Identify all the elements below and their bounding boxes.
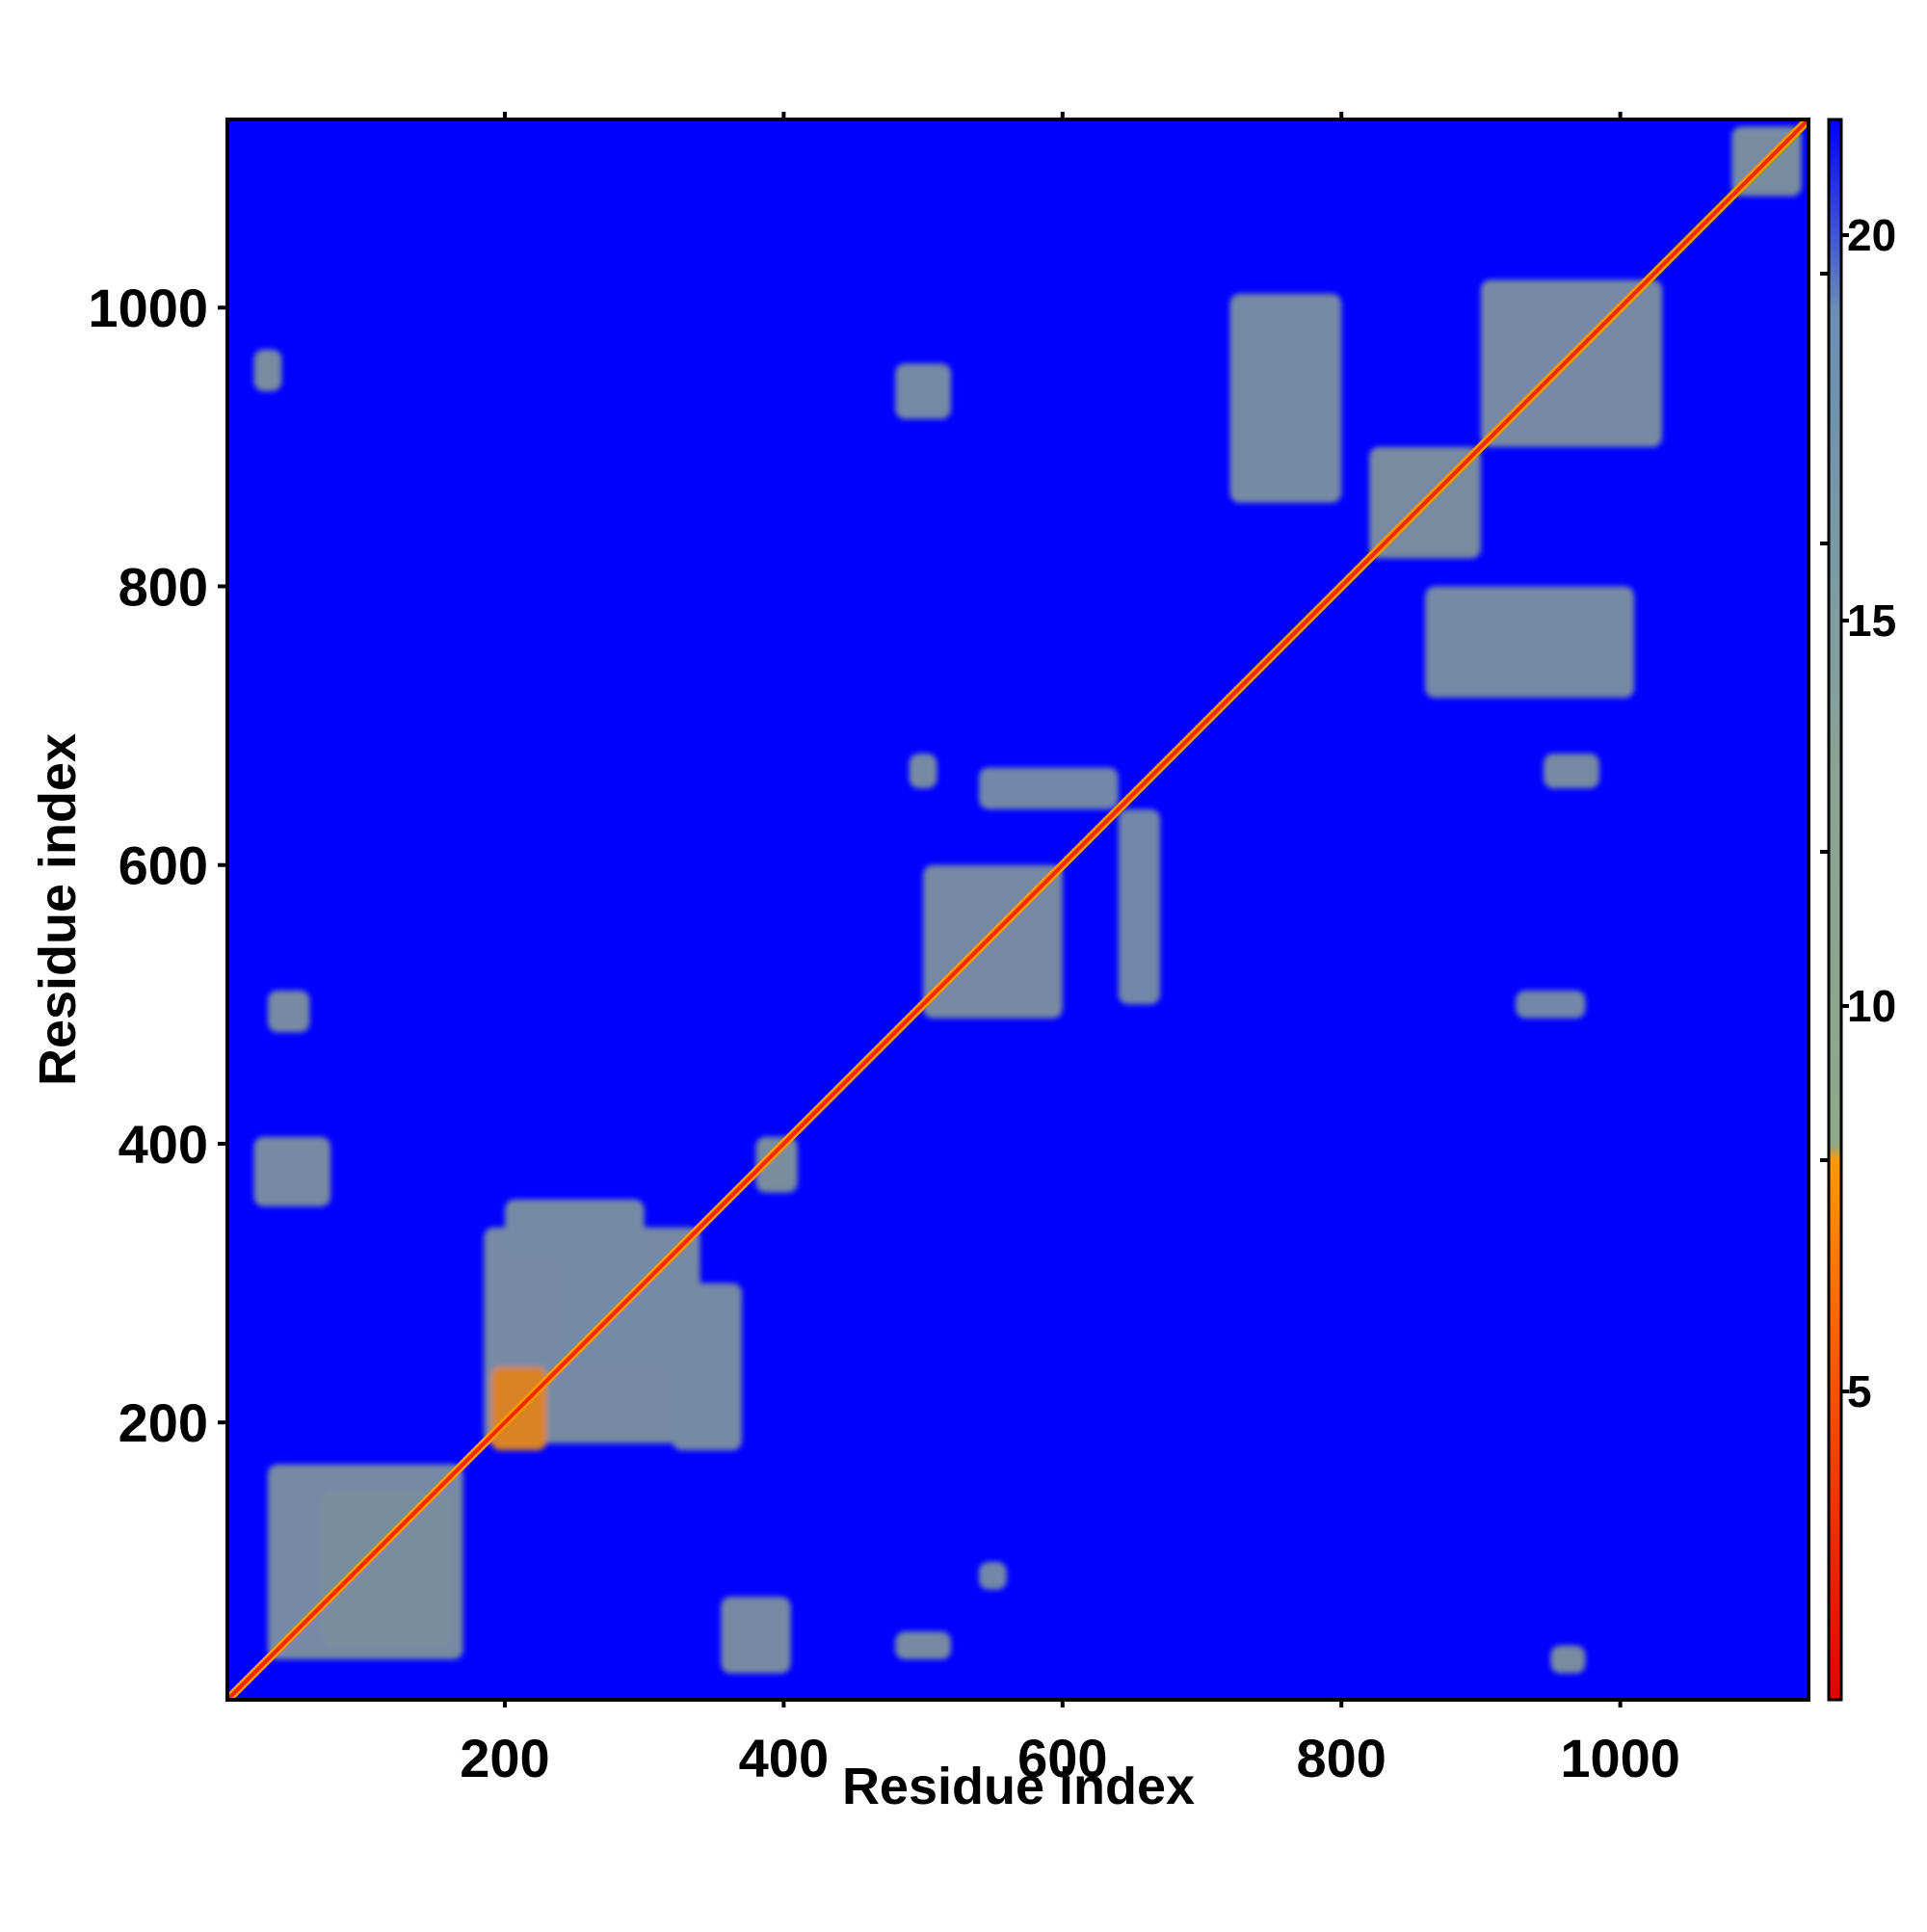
y-tick-label: 800: [119, 556, 208, 617]
colorbar-tick-label: 10: [1847, 981, 1896, 1031]
x-tick-label: 600: [1017, 1728, 1107, 1788]
colorbar-tick-label: 5: [1847, 1366, 1872, 1416]
contact-region: [1229, 293, 1342, 503]
axes: 200 400 600 800 1000 200 400 600 800 1000: [88, 112, 1810, 1788]
contact-region: [909, 754, 937, 789]
contact-region: [560, 1255, 700, 1367]
contact-region: [323, 1492, 450, 1646]
diagonal-line: [227, 119, 1808, 1700]
contact-region: [253, 349, 282, 392]
y-tick-label: 200: [119, 1392, 208, 1453]
contact-region: [978, 767, 1119, 809]
colorbar-gradient: [1827, 118, 1843, 1702]
contact-region: [1544, 754, 1599, 789]
colorbar: 5 10 15 20: [1820, 118, 1896, 1702]
contact-region: [978, 1561, 1007, 1590]
y-axis-label: Residue index: [29, 733, 87, 1086]
contact-region: [267, 990, 310, 1033]
x-tick-label: 1000: [1560, 1728, 1680, 1788]
contact-region: [721, 1596, 791, 1674]
colorbar-tick-label: 15: [1847, 595, 1896, 646]
contact-region: [755, 1136, 798, 1193]
contact-region: [253, 1136, 331, 1207]
colorbar-tick-label: 20: [1847, 210, 1896, 260]
x-tick-label: 800: [1297, 1728, 1386, 1788]
contact-region: [1550, 1645, 1586, 1674]
contact-region: [1118, 808, 1161, 1005]
y-tick-label: 1000: [88, 278, 208, 338]
y-tick-label: 400: [119, 1114, 208, 1175]
contact-region: [1425, 586, 1635, 699]
y-tick-label: 600: [119, 835, 208, 896]
x-axis-label: Residue index: [842, 1758, 1195, 1815]
x-tick-label: 200: [460, 1728, 549, 1788]
x-tick-label: 400: [739, 1728, 829, 1788]
heatmap-area: [227, 119, 1808, 1700]
contact-region: [895, 1631, 952, 1660]
heatmap-cells: [227, 119, 1808, 1700]
plot-frame: [225, 118, 1810, 1702]
contact-region: [895, 363, 952, 419]
contact-region: [672, 1283, 742, 1451]
contact-region: [1516, 990, 1586, 1019]
contact-region: [504, 1199, 645, 1256]
